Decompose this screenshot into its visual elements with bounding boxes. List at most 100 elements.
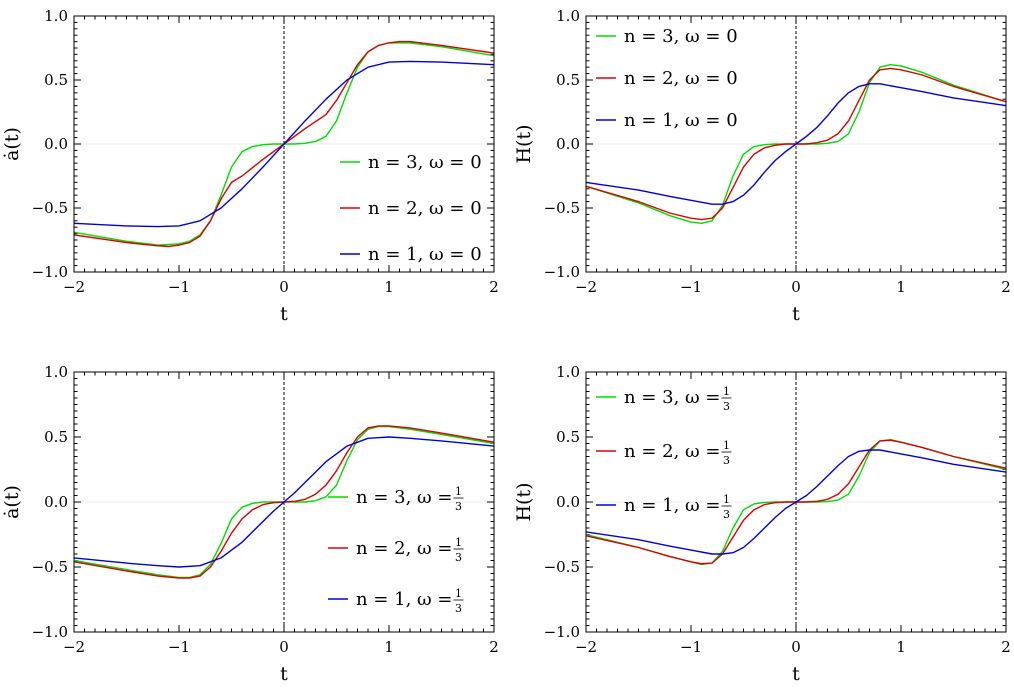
legend-item: n = 1, ω = 0 bbox=[340, 244, 482, 265]
legend-fraction-numerator: 1 bbox=[723, 493, 730, 506]
legend-label: n = 1, ω = 0 bbox=[368, 244, 482, 265]
legend-label: n = 3, ω = 0 bbox=[368, 152, 482, 173]
legend-item: n = 3, ω = 1 3 bbox=[596, 385, 732, 413]
legend-fraction-numerator: 1 bbox=[723, 439, 730, 452]
y-tick-label: 1.0 bbox=[44, 363, 68, 381]
y-tick-label: 0.5 bbox=[44, 71, 68, 89]
y-tick-label: 0.5 bbox=[44, 428, 68, 446]
y-tick-label: 0.0 bbox=[44, 135, 68, 153]
legend-item: n = 3, ω = 1 3 bbox=[328, 485, 464, 513]
y-tick-label: −1.0 bbox=[32, 623, 68, 641]
legend: n = 3, ω = 0 n = 2, ω = 0 n = 1, ω = 0 bbox=[596, 26, 738, 131]
x-tick-label: 1 bbox=[384, 638, 394, 656]
legend-fraction-denominator: 3 bbox=[455, 500, 462, 513]
legend-label: n = 3, ω = 0 bbox=[624, 26, 738, 47]
y-tick-label: −0.5 bbox=[32, 558, 68, 576]
x-tick-label: 0 bbox=[791, 638, 801, 656]
y-tick-label: −1.0 bbox=[544, 623, 580, 641]
plot-frame bbox=[73, 371, 495, 633]
legend-item: n = 2, ω = 0 bbox=[340, 198, 482, 219]
x-tick-label: 1 bbox=[896, 638, 906, 656]
x-axis-label: t bbox=[280, 303, 288, 325]
legend: n = 3, ω = 13n = 2, ω = 13n = 1, ω = 13 bbox=[596, 385, 732, 521]
legend-item: n = 2, ω = 1 3 bbox=[596, 439, 732, 467]
legend-fraction-denominator: 3 bbox=[723, 400, 730, 413]
series-line-3 bbox=[586, 449, 1006, 555]
legend-item: n = 2, ω = 1 3 bbox=[328, 536, 464, 564]
x-tick-label: 2 bbox=[1001, 278, 1011, 296]
legend-label: n = 1, ω = 0 bbox=[624, 110, 738, 131]
x-tick-label: −2 bbox=[63, 638, 85, 656]
legend-label: n = 1, ω = bbox=[624, 495, 721, 516]
legend-label: n = 2, ω = bbox=[356, 538, 453, 559]
y-tick-label: −0.5 bbox=[544, 199, 580, 217]
x-axis-label: t bbox=[792, 663, 800, 685]
y-tick-label: 1.0 bbox=[44, 7, 68, 25]
y-axis-label: H(t) bbox=[513, 482, 535, 521]
legend-label: n = 1, ω = bbox=[356, 589, 453, 610]
legend-item: n = 1, ω = 0 bbox=[596, 110, 738, 131]
y-tick-label: −0.5 bbox=[544, 558, 580, 576]
legend-label: n = 3, ω = bbox=[624, 387, 721, 408]
y-axis-label: ȧ(t) bbox=[1, 127, 23, 161]
x-tick-label: 1 bbox=[896, 278, 906, 296]
y-tick-label: 1.0 bbox=[556, 7, 580, 25]
x-axis-label: t bbox=[792, 303, 800, 325]
series-line-3 bbox=[586, 83, 1006, 205]
y-tick-label: 0.5 bbox=[556, 71, 580, 89]
legend-item: n = 1, ω = 1 3 bbox=[596, 493, 732, 521]
y-tick-label: 0.5 bbox=[556, 428, 580, 446]
x-tick-label: −1 bbox=[680, 278, 702, 296]
chart-panel-1: −2 −1 0 1 2 −1.0 −0.5 0.0 0.5 1.0 t ȧ(t) n = 3, ω = … bbox=[1, 7, 499, 325]
x-tick-label: −2 bbox=[575, 278, 597, 296]
x-tick-label: 0 bbox=[791, 278, 801, 296]
legend-fraction-denominator: 3 bbox=[723, 454, 730, 467]
legend-label: n = 2, ω = bbox=[624, 441, 721, 462]
plot-frame bbox=[585, 371, 1007, 633]
y-tick-label: 0.0 bbox=[556, 135, 580, 153]
y-tick-label: −1.0 bbox=[544, 263, 580, 281]
series-line-3 bbox=[74, 60, 494, 228]
x-tick-label: 2 bbox=[1001, 638, 1011, 656]
legend-label: n = 2, ω = 0 bbox=[624, 68, 738, 89]
x-tick-label: 2 bbox=[489, 638, 499, 656]
x-tick-label: −2 bbox=[575, 638, 597, 656]
series-line-3 bbox=[74, 436, 494, 568]
legend-fraction-numerator: 1 bbox=[455, 485, 462, 498]
legend-item: n = 1, ω = 1 3 bbox=[328, 587, 464, 615]
legend-fraction-denominator: 3 bbox=[455, 551, 462, 564]
x-axis-label: t bbox=[280, 663, 288, 685]
legend-item: n = 2, ω = 0 bbox=[596, 68, 738, 89]
legend-fraction-numerator: 1 bbox=[455, 536, 462, 549]
legend-label: n = 3, ω = bbox=[356, 487, 453, 508]
legend-fraction-denominator: 3 bbox=[455, 602, 462, 615]
axis-ticks bbox=[73, 15, 495, 273]
x-tick-label: −1 bbox=[680, 638, 702, 656]
legend: n = 3, ω = 0 n = 2, ω = 0 n = 1, ω = 0 bbox=[340, 152, 482, 265]
legend-fraction-numerator: 1 bbox=[723, 385, 730, 398]
chart-panel-3: −2 −1 0 1 2 −1.0 −0.5 0.0 0.5 1.0 t ȧ(t) n = 3, ω = … bbox=[1, 363, 499, 685]
y-tick-label: 0.0 bbox=[556, 493, 580, 511]
chart-panel-4: −2 −1 0 1 2 −1.0 −0.5 0.0 0.5 1.0 t H(t) n = 3, ω = … bbox=[513, 363, 1011, 685]
x-tick-label: 0 bbox=[279, 638, 289, 656]
x-tick-label: 1 bbox=[384, 278, 394, 296]
y-tick-label: 1.0 bbox=[556, 363, 580, 381]
x-tick-label: −1 bbox=[168, 638, 190, 656]
y-axis-label: ȧ(t) bbox=[1, 485, 23, 519]
legend-label: n = 2, ω = 0 bbox=[368, 198, 482, 219]
y-tick-label: −0.5 bbox=[32, 199, 68, 217]
y-axis-label: H(t) bbox=[513, 124, 535, 163]
x-tick-label: −1 bbox=[168, 278, 190, 296]
y-tick-label: −1.0 bbox=[32, 263, 68, 281]
plot-frame bbox=[73, 15, 495, 273]
legend-fraction-denominator: 3 bbox=[723, 508, 730, 521]
legend-item: n = 3, ω = 0 bbox=[340, 152, 482, 173]
legend-item: n = 3, ω = 0 bbox=[596, 26, 738, 47]
chart-panel-2: −2 −1 0 1 2 −1.0 −0.5 0.0 0.5 1.0 t H(t) n = 3, ω = … bbox=[513, 7, 1011, 325]
x-tick-label: −2 bbox=[63, 278, 85, 296]
y-tick-label: 0.0 bbox=[44, 493, 68, 511]
axis-ticks bbox=[585, 371, 1007, 633]
legend-fraction-numerator: 1 bbox=[455, 587, 462, 600]
legend: n = 3, ω = 13n = 2, ω = 13n = 1, ω = 13 bbox=[328, 485, 464, 615]
